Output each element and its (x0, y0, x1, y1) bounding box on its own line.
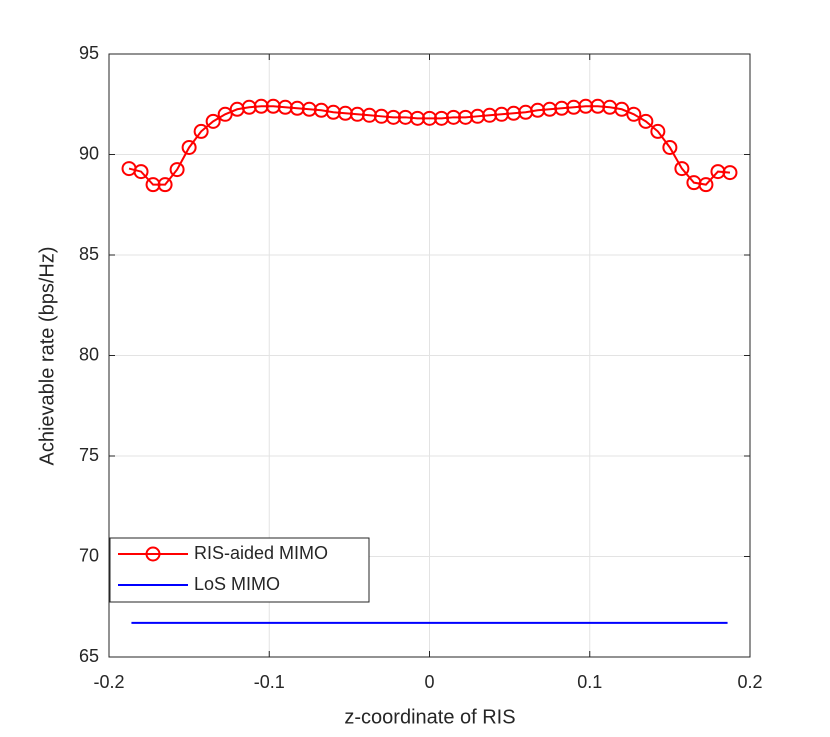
y-tick-label: 80 (79, 344, 99, 364)
x-tick-label: -0.1 (254, 672, 285, 692)
marker (722, 165, 738, 181)
marker (193, 123, 209, 139)
y-tick-label: 95 (79, 43, 99, 63)
marker (626, 106, 642, 122)
x-tick-label: 0.1 (577, 672, 602, 692)
marker (674, 161, 690, 177)
marker (157, 177, 173, 193)
series-line (128, 105, 731, 186)
marker (169, 162, 185, 178)
marker (638, 113, 654, 129)
marker (662, 139, 678, 155)
legend-label: RIS-aided MIMO (194, 543, 328, 563)
marker (650, 123, 666, 139)
y-tick-label: 65 (79, 646, 99, 666)
marker (698, 177, 714, 193)
y-axis-label: Achievable rate (bps/Hz) (36, 247, 58, 466)
marker (205, 113, 221, 129)
x-tick-label: -0.2 (93, 672, 124, 692)
y-tick-label: 70 (79, 545, 99, 565)
legend-label: LoS MIMO (194, 574, 280, 594)
legend-marker (145, 546, 161, 562)
x-axis-label: z-coordinate of RIS (344, 706, 515, 728)
x-tick-label: 0 (424, 672, 434, 692)
axes-box (108, 53, 751, 658)
y-tick-label: 75 (79, 445, 99, 465)
legend-box (109, 537, 370, 603)
y-tick-label: 85 (79, 244, 99, 264)
y-tick-label: 90 (79, 143, 99, 163)
x-tick-label: 0.2 (737, 672, 762, 692)
marker (181, 139, 197, 155)
marker (133, 164, 149, 180)
